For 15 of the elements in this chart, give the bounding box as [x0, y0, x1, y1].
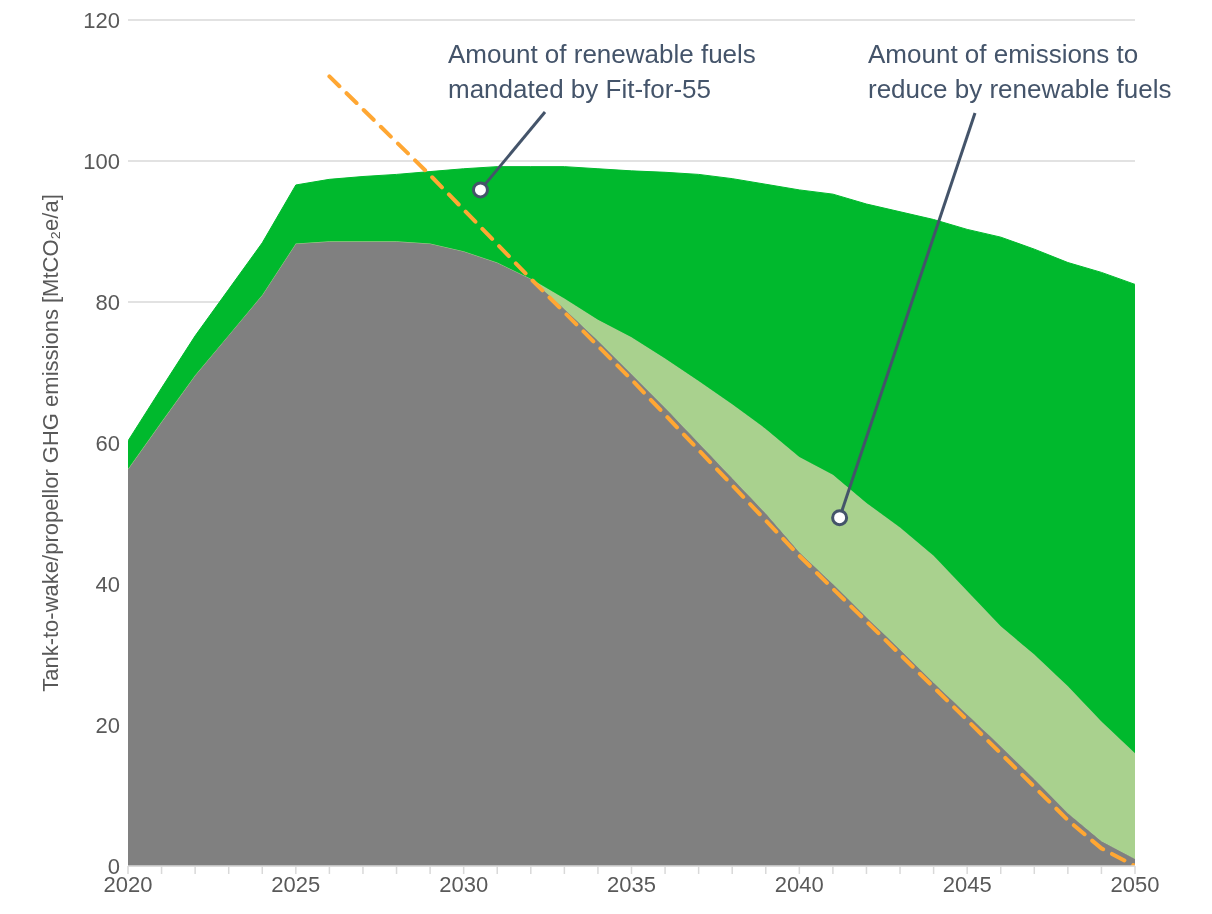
annotation: Amount of emissions to reduce by renewable fuels — [868, 39, 1172, 104]
x-tick-label: 2025 — [271, 871, 321, 897]
x-tick-label: 2045 — [942, 871, 992, 897]
y-tick-label: 80 — [95, 289, 120, 315]
x-tick-label: 2040 — [774, 871, 824, 897]
y-tick-label: 100 — [83, 148, 120, 174]
x-tick-label: 2035 — [607, 871, 656, 897]
x-tick-label: 2050 — [1110, 871, 1160, 897]
y-tick-label: 20 — [95, 712, 120, 738]
x-tick-label: 2030 — [439, 871, 489, 897]
annotation: Amount of renewable fuels mandated by Fit-for-55 — [448, 39, 756, 104]
y-tick-label: 60 — [95, 430, 120, 456]
y-tick-label: 40 — [95, 571, 120, 597]
y-axis-title: Tank-to-wake/propellor GHG emissions [MtCO₂e/a] — [37, 194, 63, 692]
y-tick-label: 120 — [83, 7, 120, 33]
